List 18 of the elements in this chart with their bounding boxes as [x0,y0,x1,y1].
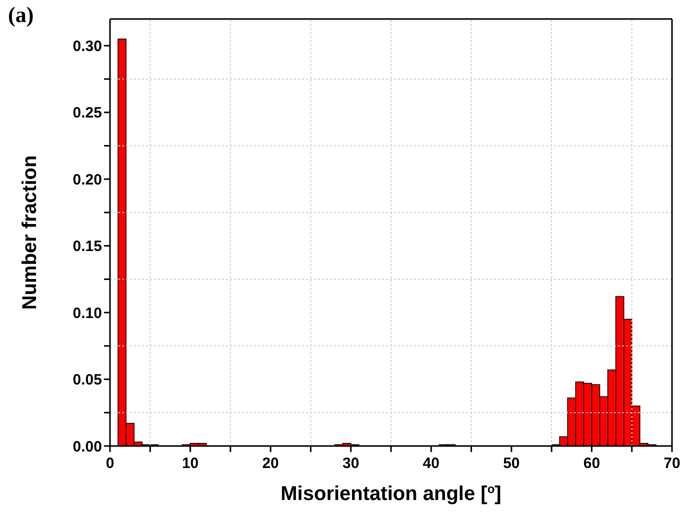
y-tick-label: 0.30 [72,38,102,56]
x-axis-title: Misorientation angle [$^{o}$] [280,482,502,505]
y-tick-label: 0.10 [72,304,102,322]
x-tick-label: 0 [106,455,114,472]
x-tick-label: 30 [342,455,360,472]
y-tick-label: 0.20 [72,171,102,188]
chart-title: (a) [8,2,34,28]
y-axis-title: Number fraction [19,155,41,310]
y-tick-label: 0.05 [72,372,102,389]
y-tick-label: 0.25 [72,104,102,122]
x-tick-label: 70 [664,455,680,472]
x-tick-label: 20 [262,455,279,472]
y-tick-label: 0.00 [72,438,102,456]
x-tick-label: 10 [182,455,199,472]
x-tick-label: 50 [503,455,520,472]
x-tick-label: 40 [422,455,440,472]
x-tick-label: 60 [583,455,600,472]
y-tick-label: 0.15 [72,238,102,256]
